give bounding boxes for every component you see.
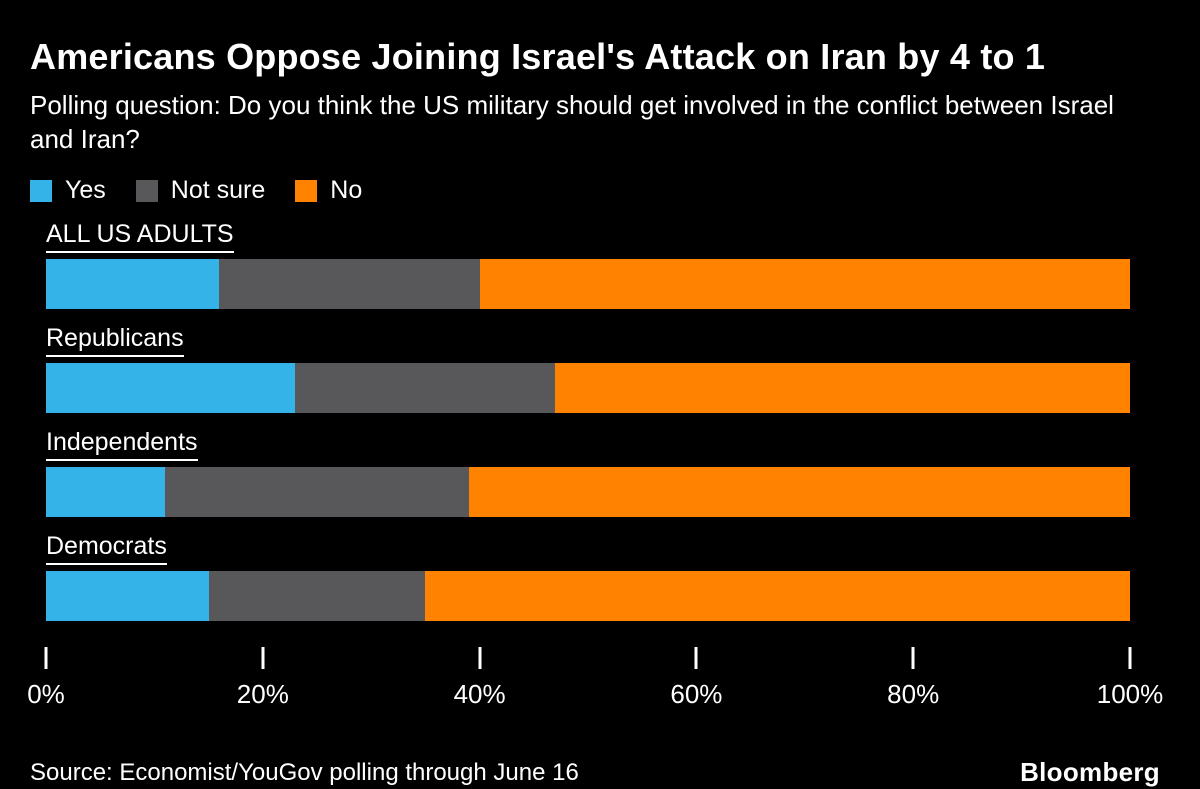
bar-segment-yes bbox=[46, 571, 209, 621]
legend-swatch-yes bbox=[30, 179, 52, 202]
bar-segment-not-sure bbox=[295, 363, 556, 413]
stacked-bar bbox=[46, 467, 1130, 517]
bar-group-republicans: Republicans bbox=[46, 324, 1130, 413]
bar-segment-no bbox=[425, 571, 1130, 621]
bar-segment-not-sure bbox=[208, 571, 426, 621]
bar-group-democrats: Democrats bbox=[46, 532, 1130, 621]
chart-subtitle: Polling question: Do you think the US mi… bbox=[30, 90, 1114, 154]
footer: Source: Economist/YouGov polling through… bbox=[30, 757, 1160, 788]
bar-segment-yes bbox=[46, 363, 296, 413]
bar-group-all-us-adults: ALL US ADULTS bbox=[46, 220, 1130, 309]
bar-group-label: Democrats bbox=[46, 532, 167, 565]
legend-label: No bbox=[330, 176, 363, 204]
axis-tick-label: 40% bbox=[453, 679, 506, 709]
bar-segment-not-sure bbox=[165, 467, 469, 517]
axis-tick bbox=[694, 647, 698, 669]
axis-tick bbox=[478, 647, 482, 669]
stacked-bar bbox=[46, 259, 1130, 309]
bar-group-label: ALL US ADULTS bbox=[46, 220, 234, 253]
axis-tick-label: 80% bbox=[887, 679, 940, 709]
bar-group-independents: Independents bbox=[46, 428, 1130, 517]
bar-segment-not-sure bbox=[219, 259, 480, 309]
bar-segment-no bbox=[555, 363, 1130, 413]
axis-tick bbox=[1128, 647, 1132, 669]
legend-item-yes: Yes bbox=[30, 176, 106, 205]
bar-chart: ALL US ADULTS Republicans Independents Demo… bbox=[46, 220, 1130, 621]
bar-segment-yes bbox=[46, 467, 166, 517]
axis-tick bbox=[44, 647, 48, 669]
axis-tick-label: 60% bbox=[670, 679, 723, 709]
legend-swatch-not-sure bbox=[135, 179, 158, 202]
legend-label: Not sure bbox=[170, 176, 266, 204]
axis-tick-label: 0% bbox=[27, 679, 65, 709]
bar-segment-no bbox=[479, 259, 1130, 309]
legend-item-no: No bbox=[295, 176, 362, 205]
axis-tick bbox=[261, 647, 265, 669]
axis-tick-label: 20% bbox=[236, 679, 289, 709]
stacked-bar bbox=[46, 571, 1130, 621]
legend-label: Yes bbox=[65, 176, 106, 204]
axis-tick-label: 100% bbox=[1096, 679, 1164, 709]
x-axis: 0% 20% 40% 60% 80% 100% bbox=[27, 647, 1163, 719]
source-note: Source: Economist/YouGov polling through… bbox=[30, 758, 579, 786]
bar-segment-no bbox=[468, 467, 1130, 517]
legend-item-not-sure: Not sure bbox=[135, 176, 266, 205]
legend-swatch-no bbox=[295, 179, 318, 202]
bar-group-label: Independents bbox=[46, 428, 198, 461]
axis-tick bbox=[911, 647, 915, 669]
page-title: Americans Oppose Joining Israel's Attack… bbox=[30, 36, 1046, 77]
stacked-bar bbox=[46, 363, 1130, 413]
legend: Yes Not sure No bbox=[30, 176, 1160, 205]
bar-group-label: Republicans bbox=[46, 324, 184, 357]
bloomberg-logo: Bloomberg bbox=[1020, 757, 1160, 787]
bar-segment-yes bbox=[46, 259, 220, 309]
